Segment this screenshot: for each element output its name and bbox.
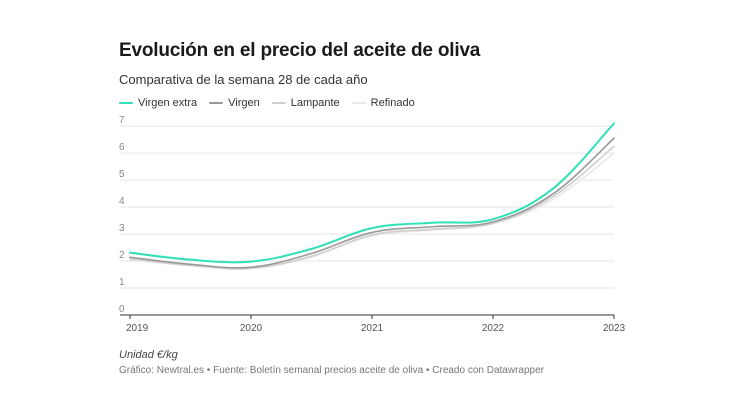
series-lines [129,122,615,270]
legend-swatch [119,102,133,104]
legend-item: Virgen [209,97,260,109]
x-tick-label: 2019 [126,323,149,334]
y-tick-label: 7 [119,115,125,126]
legend-item: Virgen extra [119,97,197,109]
y-tick-label: 3 [119,223,125,234]
x-tick-label: 2023 [603,323,626,334]
legend-label: Virgen extra [138,97,198,109]
series-line-virgen-extra [129,122,615,264]
series-line-virgen [129,137,615,269]
x-tick-label: 2020 [240,323,263,334]
y-tick-label: 6 [119,142,125,153]
gridlines [120,125,614,316]
series-line-refinado [129,152,615,270]
y-tick-label: 0 [119,304,125,315]
legend-swatch [351,102,366,104]
unit-note: Unidad €/kg [119,349,178,361]
legend-label: Virgen [228,97,260,109]
chart-legend: Virgen extra Virgen Lampante Refinado [119,97,427,109]
x-tick-label: 2022 [482,323,505,334]
legend-item: Refinado [351,97,415,109]
y-tick-label: 4 [119,196,125,207]
x-axis-ticks: 2019 2020 2021 2022 2023 [126,315,626,334]
chart-title: Evolución en el precio del aceite de oli… [119,40,481,61]
legend-label: Refinado [370,97,415,109]
series-line-lampante [129,145,615,270]
x-tick-label: 2021 [361,323,384,334]
chart-subtitle: Comparativa de la semana 28 de cada año [119,72,368,87]
y-tick-label: 2 [119,250,125,261]
legend-label: Lampante [290,97,340,109]
source-footer: Gráfico: Newtral.es • Fuente: Boletín se… [119,365,544,376]
legend-item: Lampante [271,97,340,109]
y-tick-label: 1 [119,277,125,288]
y-tick-label: 5 [119,169,125,180]
legend-swatch [209,102,224,104]
y-axis-ticks: 0 1 2 3 4 5 6 7 [119,115,125,315]
legend-swatch [271,102,286,104]
